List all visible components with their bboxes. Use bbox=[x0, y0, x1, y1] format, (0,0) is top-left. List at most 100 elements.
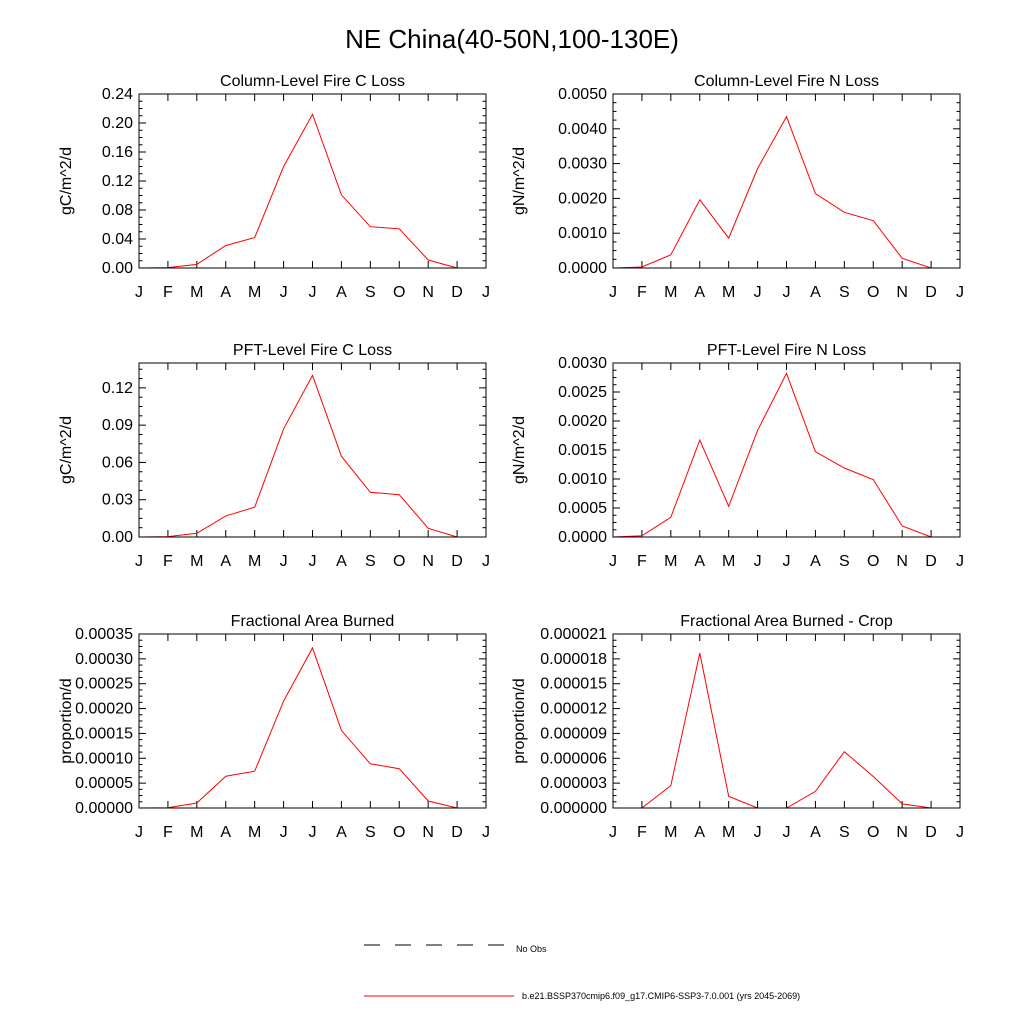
x-tick-label: J bbox=[135, 824, 143, 841]
y-tick-label: 0.20 bbox=[102, 115, 133, 132]
y-axis-label: gC/m^2/d bbox=[58, 147, 75, 215]
y-tick-label: 0.00015 bbox=[75, 725, 133, 742]
x-tick-label: N bbox=[896, 284, 908, 301]
x-tick-label: D bbox=[451, 824, 463, 841]
y-tick-label: 0.000003 bbox=[540, 775, 607, 792]
chart-panel: Column-Level Fire N Loss gN/m^2/d 0.0000 0.… bbox=[511, 73, 964, 301]
x-tick-label: N bbox=[896, 553, 908, 570]
y-tick-label: 0.06 bbox=[102, 454, 133, 471]
x-tick-label: M bbox=[248, 553, 261, 570]
y-tick-label: 0.00030 bbox=[75, 651, 133, 668]
x-tick-label: N bbox=[422, 824, 434, 841]
y-tick-label: 0.12 bbox=[102, 380, 133, 397]
x-tick-label: F bbox=[163, 824, 173, 841]
x-tick-label: J bbox=[609, 824, 617, 841]
chart-panel: PFT-Level Fire N Loss gN/m^2/d 0.0000 0.000… bbox=[511, 342, 964, 570]
x-tick-label: D bbox=[451, 553, 463, 570]
y-tick-label: 0.0025 bbox=[558, 384, 607, 401]
x-tick-label: J bbox=[956, 284, 964, 301]
x-tick-label: J bbox=[280, 284, 288, 301]
y-tick-label: 0.000006 bbox=[540, 750, 607, 767]
x-tick-label: J bbox=[783, 553, 791, 570]
y-tick-label: 0.09 bbox=[102, 417, 133, 434]
plot-frame bbox=[138, 362, 487, 538]
chart-panel: Fractional Area Burnedproportion/d0.0000… bbox=[58, 613, 490, 841]
x-tick-label: O bbox=[393, 284, 405, 301]
legend-obs-label: No Obs bbox=[516, 944, 547, 954]
y-axis-label: proportion/d bbox=[511, 678, 528, 763]
x-tick-label: A bbox=[810, 284, 821, 301]
legend-model-label: b.e21.BSSP370cmip6.f09_g17.CMIP6-SSP3-7.… bbox=[522, 991, 800, 1001]
x-tick-label: M bbox=[190, 284, 203, 301]
y-tick-label: 0.0020 bbox=[558, 413, 607, 430]
plot-frame bbox=[612, 362, 961, 538]
y-tick-label: 0.00005 bbox=[75, 775, 133, 792]
y-tick-label: 0.0015 bbox=[558, 442, 607, 459]
x-tick-label: J bbox=[309, 553, 317, 570]
y-tick-label: 0.000000 bbox=[540, 800, 607, 817]
x-tick-label: J bbox=[482, 553, 490, 570]
series-line bbox=[612, 372, 960, 538]
series-line bbox=[138, 646, 486, 809]
x-tick-label: F bbox=[637, 824, 647, 841]
x-tick-label: J bbox=[754, 284, 762, 301]
y-tick-label: 0.000021 bbox=[540, 626, 607, 643]
y-tick-label: 0.000009 bbox=[540, 725, 607, 742]
x-tick-label: S bbox=[839, 284, 850, 301]
y-tick-label: 0.0010 bbox=[558, 225, 607, 242]
x-tick-label: J bbox=[754, 553, 762, 570]
panel-title: Column-Level Fire C Loss bbox=[220, 73, 405, 90]
y-tick-label: 0.00020 bbox=[75, 701, 133, 718]
y-tick-label: 0.00025 bbox=[75, 676, 133, 693]
y-axis-label: gC/m^2/d bbox=[58, 416, 75, 484]
x-tick-label: J bbox=[956, 553, 964, 570]
x-tick-label: N bbox=[422, 284, 434, 301]
chart-panel: PFT-Level Fire C Loss gC/m^2/d 0.00 0.03 0.0… bbox=[58, 342, 490, 570]
x-tick-label: M bbox=[190, 824, 203, 841]
plot-frame bbox=[612, 93, 961, 269]
x-tick-label: M bbox=[722, 553, 735, 570]
x-tick-label: F bbox=[637, 553, 647, 570]
x-tick-label: A bbox=[336, 284, 347, 301]
plot-frame bbox=[612, 633, 961, 809]
panel-title: Fractional Area Burned - Crop bbox=[680, 613, 893, 630]
x-tick-label: O bbox=[867, 824, 879, 841]
series-line bbox=[138, 374, 486, 538]
panel-title: Column-Level Fire N Loss bbox=[694, 73, 879, 90]
x-tick-label: N bbox=[422, 553, 434, 570]
x-tick-label: J bbox=[482, 284, 490, 301]
x-tick-label: M bbox=[190, 553, 203, 570]
x-tick-label: S bbox=[839, 553, 850, 570]
x-tick-label: N bbox=[896, 824, 908, 841]
y-tick-label: 0.0030 bbox=[558, 355, 607, 372]
y-axis-label: gN/m^2/d bbox=[511, 416, 528, 484]
x-tick-label: J bbox=[135, 284, 143, 301]
y-tick-label: 0.0050 bbox=[558, 86, 607, 103]
x-tick-label: F bbox=[163, 284, 173, 301]
y-tick-label: 0.0005 bbox=[558, 500, 607, 517]
x-tick-label: D bbox=[451, 284, 463, 301]
x-tick-label: J bbox=[135, 553, 143, 570]
panel-title: Fractional Area Burned bbox=[231, 613, 395, 630]
x-tick-label: M bbox=[722, 284, 735, 301]
x-tick-label: O bbox=[867, 553, 879, 570]
x-tick-label: J bbox=[783, 284, 791, 301]
x-tick-label: J bbox=[754, 824, 762, 841]
x-tick-label: F bbox=[637, 284, 647, 301]
series-line bbox=[612, 115, 960, 269]
y-tick-label: 0.00010 bbox=[75, 750, 133, 767]
y-tick-label: 0.16 bbox=[102, 144, 133, 161]
x-tick-label: J bbox=[956, 824, 964, 841]
plot-frame bbox=[138, 93, 487, 269]
y-tick-label: 0.04 bbox=[102, 231, 133, 248]
series-line bbox=[613, 652, 960, 809]
x-tick-label: M bbox=[664, 553, 677, 570]
y-tick-label: 0.000018 bbox=[540, 651, 607, 668]
y-tick-label: 0.03 bbox=[102, 492, 133, 509]
panel-title: PFT-Level Fire N Loss bbox=[707, 342, 866, 359]
x-tick-label: S bbox=[839, 824, 850, 841]
series-line bbox=[138, 113, 486, 269]
chart-panel: Column-Level Fire C Loss gC/m^2/d 0.00 0.04… bbox=[58, 73, 490, 301]
y-tick-label: 0.0000 bbox=[558, 529, 607, 546]
